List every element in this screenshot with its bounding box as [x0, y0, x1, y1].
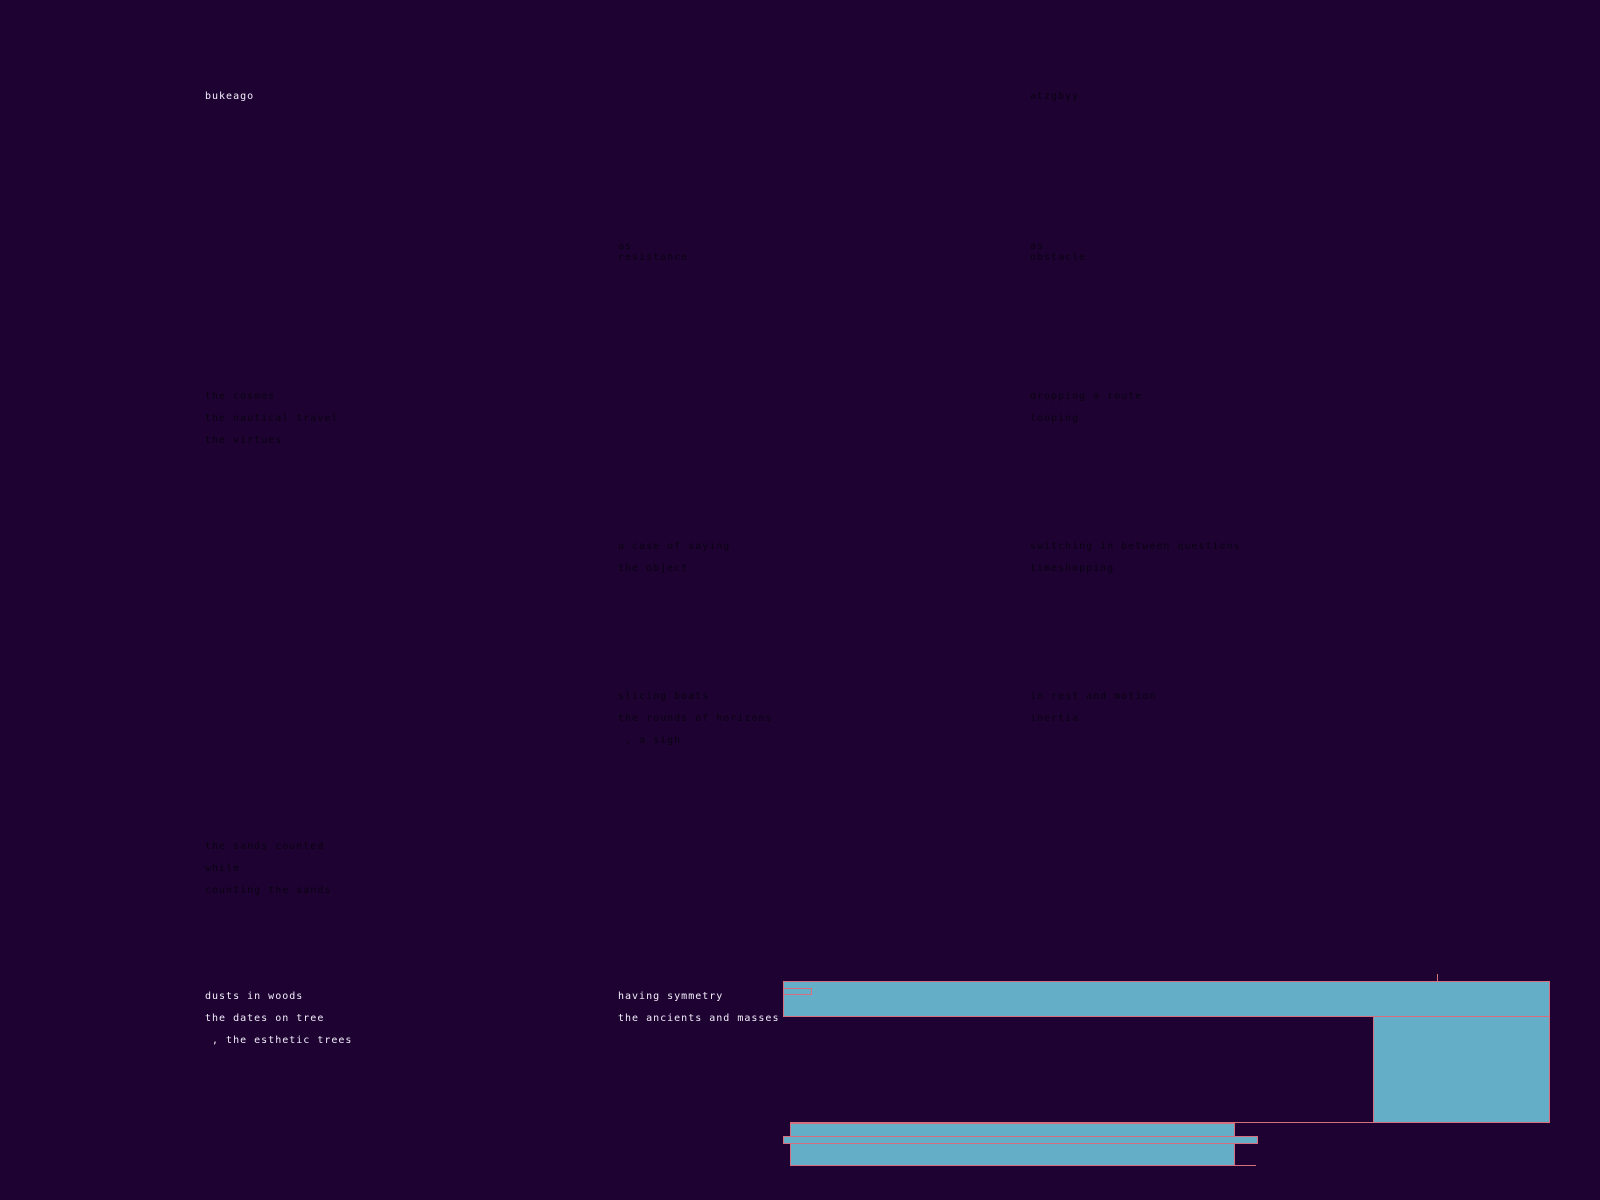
col2-group3-line-2: the object	[618, 563, 689, 574]
col1-group5-line-2: while	[205, 863, 241, 874]
col1-group2: the cosmos the nautical travel the virtu…	[205, 386, 338, 452]
col1-group6: dusts in woods the dates on tree , the e…	[205, 986, 352, 1052]
col3-group2-line-1: dropping a route	[1030, 391, 1143, 402]
col3-group4: in rest and motion inertia	[1030, 686, 1156, 730]
col2-group4-line-2: the rounds of horizons	[618, 713, 773, 724]
col1-group6-line-2: the dates on tree	[205, 1013, 325, 1024]
col2-group3-line-1: a case of saying	[618, 541, 731, 552]
col3-group4-line-2: inertia	[1030, 713, 1080, 724]
shape-bottom-strip	[783, 1136, 1258, 1144]
col3-group3: switching in between questions timeshopp…	[1030, 536, 1241, 580]
col2-group6: having symmetry the ancients and masses	[618, 986, 779, 1030]
shape-bottom-bar	[790, 1123, 1235, 1166]
col2-group4-line-1: slicing boats	[618, 691, 710, 702]
col3-group1: as obstacle	[1030, 241, 1086, 263]
col2-group1-line-2: resistance	[618, 252, 689, 263]
col1-group5-line-1: the sands counted	[205, 841, 325, 852]
col3-group2: dropping a route looping	[1030, 386, 1142, 430]
col1-group2-line-3: the virtues	[205, 435, 283, 446]
col2-group1: as resistance	[618, 241, 688, 263]
col1-group5: the sands counted while counting the san…	[205, 836, 331, 902]
col3-title-block: atzgbyy	[1030, 86, 1079, 108]
col2-group6-line-1: having symmetry	[618, 991, 724, 1002]
col2-group4: slicing boats the rounds of horizons , a…	[618, 686, 772, 752]
col3-group4-line-1: in rest and motion	[1030, 691, 1157, 702]
col1-group2-line-1: the cosmos	[205, 391, 276, 402]
col3-group1-line-1: as	[1030, 241, 1045, 252]
col1-group5-line-3: counting the sands	[205, 885, 332, 896]
col3-group2-line-2: looping	[1030, 413, 1080, 424]
col1-group6-line-3: , the esthetic trees	[205, 1035, 353, 1046]
shape-baseline	[790, 1122, 1374, 1123]
col2-group1-line-1: as	[618, 241, 633, 252]
shape-top-notch	[783, 988, 812, 995]
col2-group4-line-3: , a sigh	[618, 735, 682, 746]
col2-group6-line-2: the ancients and masses	[618, 1013, 780, 1024]
shape-top-bar	[783, 981, 1550, 1017]
col1-title: bukeago	[205, 91, 255, 102]
col3-title: atzgbyy	[1030, 91, 1080, 102]
col3-group3-line-1: switching in between questions	[1030, 541, 1241, 552]
shape-bottom-tail	[1234, 1165, 1256, 1166]
col1-group6-line-1: dusts in woods	[205, 991, 304, 1002]
shape-right-block	[1373, 1016, 1550, 1123]
shape-tick	[1437, 974, 1438, 982]
col3-group1-line-2: obstacle	[1030, 252, 1087, 263]
col2-group3: a case of saying the object	[618, 536, 730, 580]
col1-title-block: bukeago	[205, 86, 254, 108]
col1-group2-line-2: the nautical travel	[205, 413, 339, 424]
col3-group3-line-2: timeshopping	[1030, 563, 1115, 574]
